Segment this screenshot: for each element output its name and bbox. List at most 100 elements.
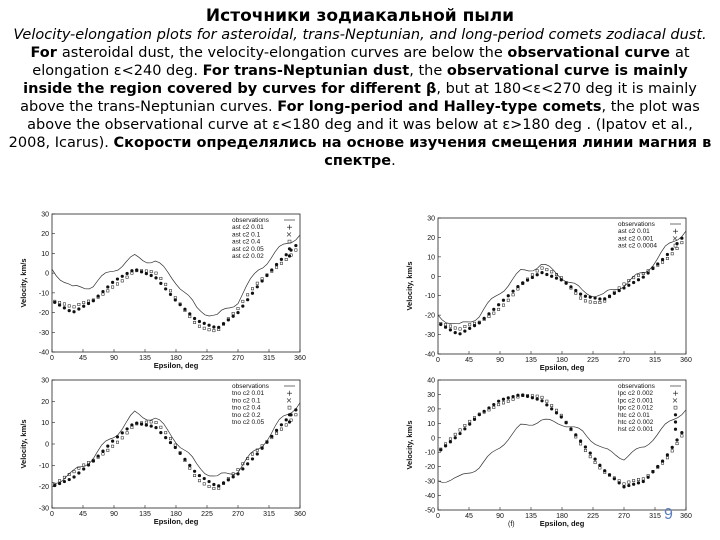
data-point	[617, 479, 621, 483]
legend-swatch	[673, 427, 678, 431]
data-point	[443, 325, 448, 329]
legend-swatch	[673, 390, 678, 396]
data-point	[270, 436, 274, 440]
data-point	[106, 289, 110, 293]
data-point	[622, 282, 626, 286]
data-point	[632, 482, 636, 486]
data-point	[458, 428, 462, 432]
data-point	[62, 479, 66, 484]
data-point	[579, 296, 583, 300]
data-point	[526, 277, 530, 281]
data-point	[115, 277, 120, 281]
data-point	[458, 327, 462, 331]
data-point	[188, 463, 192, 467]
data-point	[236, 472, 240, 476]
data-point	[511, 394, 515, 399]
legend-entry: observations	[232, 217, 270, 224]
data-point	[675, 242, 679, 246]
data-point	[656, 465, 660, 469]
series-model-markers	[53, 408, 298, 490]
x-tick-label: 360	[680, 357, 692, 364]
data-point	[217, 486, 221, 490]
data-point	[226, 317, 230, 321]
x-tick-label: 225	[201, 355, 213, 362]
paragraph-run: .	[391, 153, 396, 169]
data-point	[164, 431, 168, 435]
data-point	[593, 296, 597, 300]
data-point	[622, 286, 626, 290]
data-point	[154, 276, 158, 280]
paragraph-run: , but at 180<ε<270 deg it is mainly abov…	[20, 81, 697, 115]
data-point	[101, 452, 105, 456]
legend-swatch	[287, 224, 292, 230]
data-point	[598, 301, 602, 304]
legend-entry: ast c2 0.01	[232, 224, 264, 231]
data-point	[241, 467, 245, 471]
x-tick-label: 180	[556, 357, 568, 364]
legend-entry: observations	[618, 383, 656, 390]
data-point	[588, 455, 592, 459]
data-point	[516, 285, 520, 289]
data-point	[660, 257, 665, 262]
data-point	[545, 403, 549, 407]
data-point	[564, 420, 568, 424]
data-point	[207, 328, 211, 332]
y-tick-label: -20	[39, 484, 49, 491]
data-point	[188, 312, 192, 316]
data-point	[236, 307, 240, 311]
data-point	[159, 281, 163, 285]
data-point	[284, 418, 288, 422]
data-point	[260, 444, 264, 448]
data-point	[111, 280, 115, 284]
data-point	[275, 265, 279, 269]
data-point	[67, 304, 71, 308]
data-point	[453, 432, 457, 436]
data-point	[164, 287, 168, 291]
data-point	[62, 475, 66, 479]
data-point	[217, 328, 221, 331]
data-point	[463, 325, 467, 329]
data-point	[82, 467, 86, 471]
data-point	[193, 469, 197, 473]
series-model-markers	[439, 393, 684, 489]
data-point	[250, 457, 255, 461]
data-point	[164, 282, 168, 286]
data-point	[222, 322, 225, 326]
legend-entry: lpc c2 0.001	[618, 397, 653, 404]
data-point	[77, 302, 81, 306]
data-point	[477, 321, 481, 325]
data-point	[77, 307, 81, 311]
data-point	[111, 285, 115, 289]
x-tick-label: 135	[525, 513, 537, 520]
data-point	[91, 458, 95, 462]
y-tick-label: -10	[39, 290, 49, 297]
paragraph-run: at elongation ε<240 deg.	[32, 45, 690, 79]
y-tick-label: 30	[41, 378, 49, 385]
legend-entry: lpc c2 0.002	[618, 390, 653, 397]
data-point	[487, 314, 491, 318]
data-point	[193, 320, 197, 324]
data-point	[294, 413, 298, 417]
paragraph-run: observational curve	[507, 45, 675, 61]
data-point	[77, 466, 81, 470]
x-tick-label: 45	[79, 511, 87, 518]
x-tick-label: 90	[496, 357, 504, 364]
data-point	[279, 261, 283, 265]
data-point	[636, 481, 641, 485]
legend-entry: lpc c2 0.012	[618, 405, 653, 412]
data-point	[492, 405, 496, 409]
legend-swatch	[672, 398, 678, 403]
data-point	[173, 443, 177, 447]
data-point	[477, 320, 481, 324]
data-point	[574, 435, 578, 439]
x-tick-label: 135	[139, 355, 151, 362]
data-point	[588, 300, 592, 304]
data-point	[294, 248, 298, 252]
data-point	[675, 442, 679, 446]
chart-panel-trans-neptunian: 0 45 90 135 180 225 270 315 360 30 20 10 0 -10 -20 -30 E…	[19, 378, 306, 527]
data-point	[477, 412, 481, 416]
legend-entry: ast c2 0.4	[232, 239, 261, 246]
data-point	[144, 423, 148, 427]
x-tick-label: 315	[263, 355, 275, 362]
data-point	[511, 397, 515, 401]
